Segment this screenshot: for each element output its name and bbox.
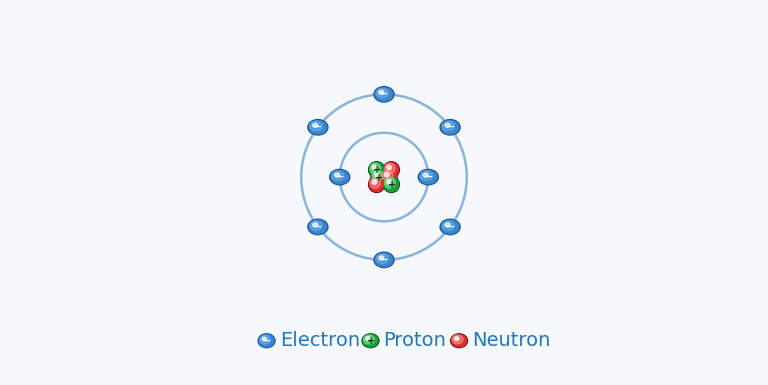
Ellipse shape bbox=[376, 253, 392, 266]
Ellipse shape bbox=[445, 223, 450, 227]
Text: −: − bbox=[445, 222, 455, 232]
Ellipse shape bbox=[363, 335, 375, 344]
Ellipse shape bbox=[374, 252, 394, 268]
Ellipse shape bbox=[383, 162, 399, 178]
Ellipse shape bbox=[419, 171, 437, 184]
Ellipse shape bbox=[376, 89, 389, 98]
Ellipse shape bbox=[310, 221, 323, 231]
Ellipse shape bbox=[362, 334, 379, 348]
Ellipse shape bbox=[332, 171, 344, 181]
Ellipse shape bbox=[363, 335, 378, 347]
Ellipse shape bbox=[372, 165, 376, 170]
Ellipse shape bbox=[371, 169, 387, 185]
Text: −: − bbox=[445, 122, 455, 132]
Ellipse shape bbox=[262, 337, 266, 341]
Ellipse shape bbox=[308, 120, 328, 135]
Ellipse shape bbox=[423, 173, 429, 177]
Ellipse shape bbox=[310, 121, 323, 131]
Text: −: − bbox=[313, 222, 323, 232]
Ellipse shape bbox=[384, 177, 399, 191]
Ellipse shape bbox=[385, 163, 395, 174]
Ellipse shape bbox=[442, 220, 458, 234]
Ellipse shape bbox=[366, 337, 370, 341]
Ellipse shape bbox=[369, 176, 385, 192]
Ellipse shape bbox=[313, 123, 318, 127]
Ellipse shape bbox=[375, 172, 379, 177]
Ellipse shape bbox=[308, 219, 328, 234]
Ellipse shape bbox=[331, 171, 349, 184]
Text: −: − bbox=[262, 336, 271, 346]
Ellipse shape bbox=[385, 178, 395, 188]
Ellipse shape bbox=[369, 177, 384, 191]
Text: +: + bbox=[376, 172, 383, 182]
Ellipse shape bbox=[387, 180, 392, 184]
Ellipse shape bbox=[379, 256, 384, 260]
Ellipse shape bbox=[260, 335, 270, 344]
Text: Electron: Electron bbox=[280, 331, 359, 350]
Ellipse shape bbox=[369, 162, 385, 178]
Ellipse shape bbox=[382, 171, 392, 181]
Text: Neutron: Neutron bbox=[472, 331, 551, 350]
Text: +: + bbox=[388, 180, 396, 190]
Ellipse shape bbox=[370, 163, 380, 174]
Ellipse shape bbox=[383, 176, 399, 192]
Ellipse shape bbox=[419, 169, 439, 185]
Text: Proton: Proton bbox=[383, 331, 446, 350]
Ellipse shape bbox=[313, 223, 318, 227]
Text: −: − bbox=[379, 89, 389, 99]
Ellipse shape bbox=[420, 171, 432, 181]
Ellipse shape bbox=[385, 172, 389, 177]
Ellipse shape bbox=[382, 170, 396, 184]
Ellipse shape bbox=[451, 334, 468, 348]
Ellipse shape bbox=[372, 180, 376, 184]
Ellipse shape bbox=[369, 163, 384, 177]
Ellipse shape bbox=[440, 219, 460, 234]
Ellipse shape bbox=[374, 87, 394, 102]
Text: −: − bbox=[335, 172, 344, 182]
Ellipse shape bbox=[335, 173, 339, 177]
Ellipse shape bbox=[442, 121, 455, 131]
Ellipse shape bbox=[376, 88, 392, 101]
Ellipse shape bbox=[372, 171, 382, 181]
Text: −: − bbox=[313, 122, 323, 132]
Ellipse shape bbox=[370, 178, 380, 188]
Ellipse shape bbox=[381, 169, 397, 185]
Ellipse shape bbox=[372, 170, 386, 184]
Ellipse shape bbox=[455, 337, 459, 341]
Ellipse shape bbox=[442, 221, 455, 231]
Ellipse shape bbox=[452, 335, 466, 347]
Text: −: − bbox=[424, 172, 433, 182]
Ellipse shape bbox=[310, 220, 326, 234]
Ellipse shape bbox=[442, 121, 458, 134]
Ellipse shape bbox=[384, 163, 399, 177]
Text: −: − bbox=[379, 255, 389, 265]
Ellipse shape bbox=[260, 335, 274, 347]
Ellipse shape bbox=[258, 334, 275, 348]
Ellipse shape bbox=[329, 169, 349, 185]
Ellipse shape bbox=[310, 121, 326, 134]
Text: +: + bbox=[373, 165, 381, 175]
Ellipse shape bbox=[445, 123, 450, 127]
Ellipse shape bbox=[387, 165, 392, 170]
Text: +: + bbox=[367, 336, 375, 346]
Ellipse shape bbox=[452, 335, 463, 344]
Ellipse shape bbox=[379, 90, 384, 94]
Ellipse shape bbox=[376, 254, 389, 263]
Ellipse shape bbox=[440, 120, 460, 135]
